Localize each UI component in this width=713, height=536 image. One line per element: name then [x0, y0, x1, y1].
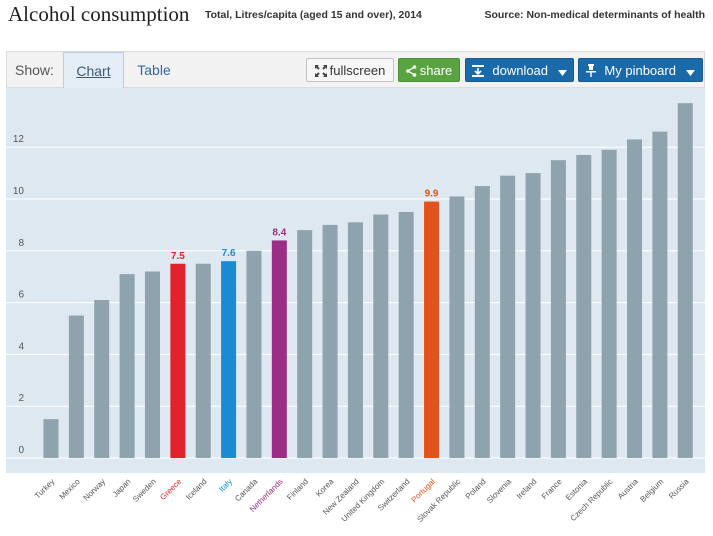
x-tick-label-poland: Poland [464, 477, 488, 501]
bar-iceland[interactable] [195, 263, 211, 458]
bar-slovenia[interactable] [500, 175, 516, 458]
bar-japan[interactable] [119, 274, 135, 458]
x-tick-label-greece: Greece [158, 477, 183, 502]
expand-arrows-icon [314, 65, 327, 77]
x-tick-label-belgium: Belgium [638, 477, 665, 504]
y-tick-label: 4 [18, 341, 24, 352]
bar-portugal[interactable] [424, 201, 440, 458]
y-tick-label: 6 [18, 290, 24, 301]
bar-turkey[interactable] [43, 419, 59, 458]
data-label-greece: 7.5 [171, 251, 185, 262]
show-label: Show: [15, 62, 54, 78]
bar-austria[interactable] [627, 139, 643, 458]
x-tick-label-austria: Austria [616, 477, 640, 501]
bar-mexico[interactable] [68, 315, 84, 458]
x-tick-label-norway: Norway [82, 477, 108, 503]
fullscreen-label: fullscreen [329, 63, 386, 78]
bar-estonia[interactable] [576, 154, 592, 458]
y-tick-label: 2 [18, 393, 24, 404]
bar-belgium[interactable] [652, 131, 668, 458]
chart-toolbar: Show: Chart Table fullscreen share downl… [6, 51, 705, 88]
x-tick-label-italy: Italy [217, 477, 234, 494]
download-label: download [492, 63, 549, 78]
data-labels: 7.5 7.6 8.4 9.9 [171, 189, 439, 262]
bar-ireland[interactable] [525, 173, 541, 458]
bar-poland[interactable] [474, 186, 490, 459]
x-tick-label-slovenia: Slovenia [485, 477, 513, 505]
pinboard-label: My pinboard [604, 63, 676, 78]
caret-down-icon [685, 70, 695, 76]
bar-new-zealand[interactable] [347, 222, 363, 458]
bar-korea[interactable] [322, 224, 338, 458]
tab-table[interactable]: Table [137, 62, 171, 78]
y-tick-label: 12 [13, 134, 25, 145]
data-label-portugal: 9.9 [425, 189, 439, 200]
chart-header: Alcohol consumption Total, Litres/capita… [8, 0, 705, 30]
x-tick-label-ireland: Ireland [515, 477, 539, 501]
chart-title: Alcohol consumption [8, 2, 190, 26]
pin-icon [586, 64, 597, 77]
bar-united-kingdom[interactable] [373, 214, 389, 458]
fullscreen-button[interactable]: fullscreen [306, 58, 394, 82]
share-icon [405, 65, 417, 77]
x-tick-label-iceland: Iceland [184, 477, 209, 502]
bar-greece[interactable] [170, 263, 186, 458]
caret-down-icon [557, 70, 567, 76]
bar-netherlands[interactable] [271, 240, 287, 458]
download-icon [472, 65, 485, 77]
x-tick-label-turkey: Turkey [33, 477, 56, 500]
bar-canada[interactable] [246, 250, 262, 458]
y-tick-label: 10 [13, 186, 25, 197]
bar-norway[interactable] [94, 300, 110, 458]
y-tick-label: 8 [18, 238, 24, 249]
bar-france[interactable] [550, 160, 566, 458]
share-button[interactable]: share [398, 58, 460, 82]
y-axis-ticks: 0 2 4 6 8 10 12 [13, 134, 25, 456]
download-button[interactable]: download [465, 58, 574, 82]
x-tick-label-japan: Japan [111, 477, 133, 499]
bar-finland[interactable] [297, 230, 313, 458]
share-label: share [419, 63, 453, 78]
bar-slovak-republic[interactable] [449, 196, 465, 458]
x-tick-label-finland: Finland [285, 477, 310, 502]
y-tick-label: 0 [18, 445, 24, 456]
x-tick-label-sweden: Sweden [131, 477, 158, 504]
x-tick-label-russia: Russia [667, 477, 691, 501]
bar-czech-republic[interactable] [601, 149, 617, 459]
chart-source[interactable]: Source: Non-medical determinants of heal… [484, 9, 705, 21]
bars [43, 103, 693, 459]
data-label-italy: 7.6 [222, 248, 236, 259]
pinboard-button[interactable]: My pinboard [578, 58, 703, 82]
bar-sweden[interactable] [144, 271, 160, 458]
data-label-netherlands: 8.4 [272, 227, 286, 238]
x-tick-label-korea: Korea [314, 477, 336, 499]
bar-italy[interactable] [221, 261, 237, 458]
x-tick-label-france: France [540, 477, 564, 501]
x-tick-label-mexico: Mexico [57, 477, 82, 502]
chart-subtitle: Total, Litres/capita (aged 15 and over),… [205, 9, 422, 21]
bar-russia[interactable] [677, 103, 693, 459]
bar-switzerland[interactable] [398, 211, 414, 458]
tab-chart[interactable]: Chart [63, 52, 124, 88]
